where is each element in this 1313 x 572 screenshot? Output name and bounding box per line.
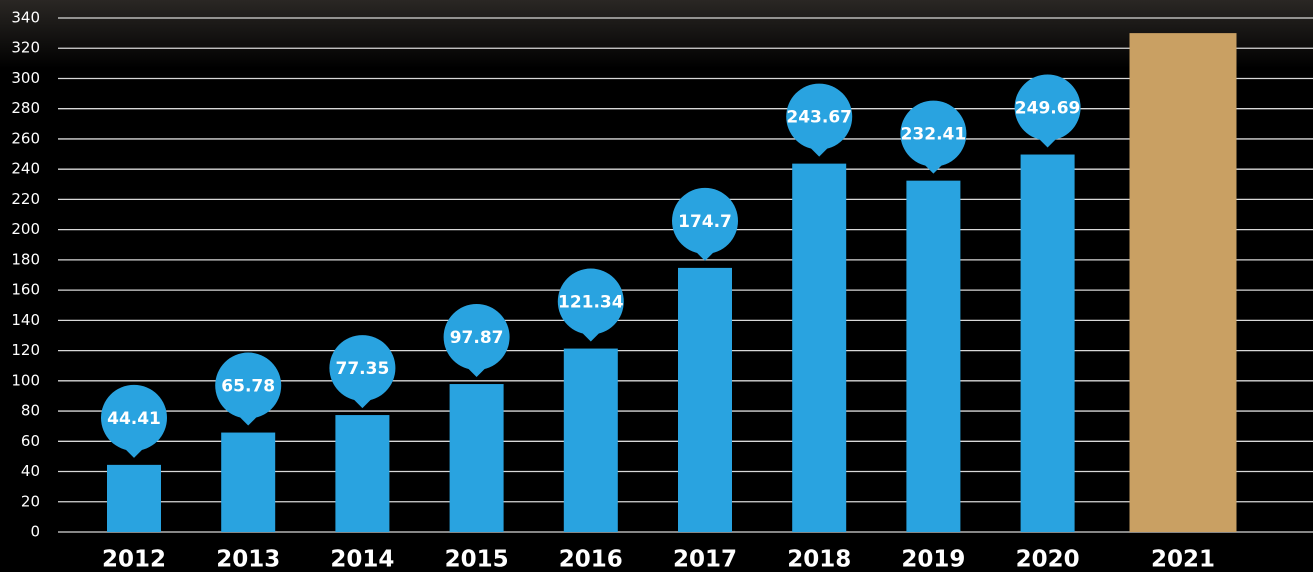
value-label: 44.41 [107,409,161,429]
y-tick-label: 340 [11,9,40,27]
bar [792,163,847,532]
bubble-shape [443,304,510,371]
value-bubble: 77.35 [329,335,396,409]
y-tick-label: 200 [11,220,40,238]
value-bubble: 121.34 [557,268,624,342]
bar [1020,154,1075,532]
value-label: 77.35 [336,359,390,379]
bubble-shape [329,335,396,402]
value-label: 121.34 [558,293,624,313]
bubble-shape [101,384,167,451]
bar [449,384,504,532]
y-tick-label: 40 [21,462,40,480]
bar [678,267,732,532]
value-bubble: 243.67 [786,83,853,157]
x-tick-label: 2014 [330,547,394,572]
y-tick-label: 180 [11,250,40,268]
y-tick-label: 300 [11,69,40,87]
bar [335,415,390,532]
value-bubble: 249.69 [1014,74,1081,148]
bubble-shape [557,268,624,335]
x-tick-label: 2015 [445,547,509,572]
bar [906,180,961,533]
value-bubble: 65.78 [215,352,282,426]
y-tick-label: 260 [11,129,40,147]
y-tick-label: 240 [11,160,40,178]
y-tick-label: 100 [11,371,40,389]
y-tick-label: 60 [21,432,40,450]
bubble-shape [900,100,967,167]
x-tick-label: 2021 [1151,547,1215,572]
y-tick-label: 160 [11,281,40,299]
y-tick-label: 320 [11,39,40,57]
value-bubble: 174.7 [672,187,738,261]
x-tick-label: 2019 [901,547,965,572]
value-label: 174.7 [678,212,732,232]
y-tick-label: 220 [11,190,40,208]
bar [221,432,276,532]
bubble-shape [1014,74,1081,141]
bubble-shape [672,187,738,254]
bar [107,464,161,532]
y-tick-label: 140 [11,311,40,329]
value-bubble: 44.41 [101,384,167,458]
value-label: 65.78 [221,377,275,397]
value-label: 249.69 [1015,99,1081,119]
value-bubble: 232.41 [900,100,967,174]
x-tick-label: 2012 [102,547,166,572]
x-tick-label: 2016 [559,547,623,572]
value-bubble: 97.87 [443,304,510,378]
y-tick-label: 0 [30,523,40,541]
y-tick-label: 20 [21,492,40,510]
bar [563,348,618,532]
y-tick-label: 80 [21,402,40,420]
y-tick-label: 120 [11,341,40,359]
x-tick-label: 2013 [216,547,280,572]
value-label: 243.67 [786,108,852,128]
bar [1129,33,1237,532]
bubble-shape [215,352,282,419]
x-tick-label: 2020 [1016,547,1080,572]
x-tick-label: 2018 [787,547,851,572]
y-tick-label: 280 [11,99,40,117]
x-tick-label: 2017 [673,547,737,572]
bubble-shape [786,83,853,150]
value-label: 232.41 [901,125,967,145]
value-label: 97.87 [450,328,504,348]
